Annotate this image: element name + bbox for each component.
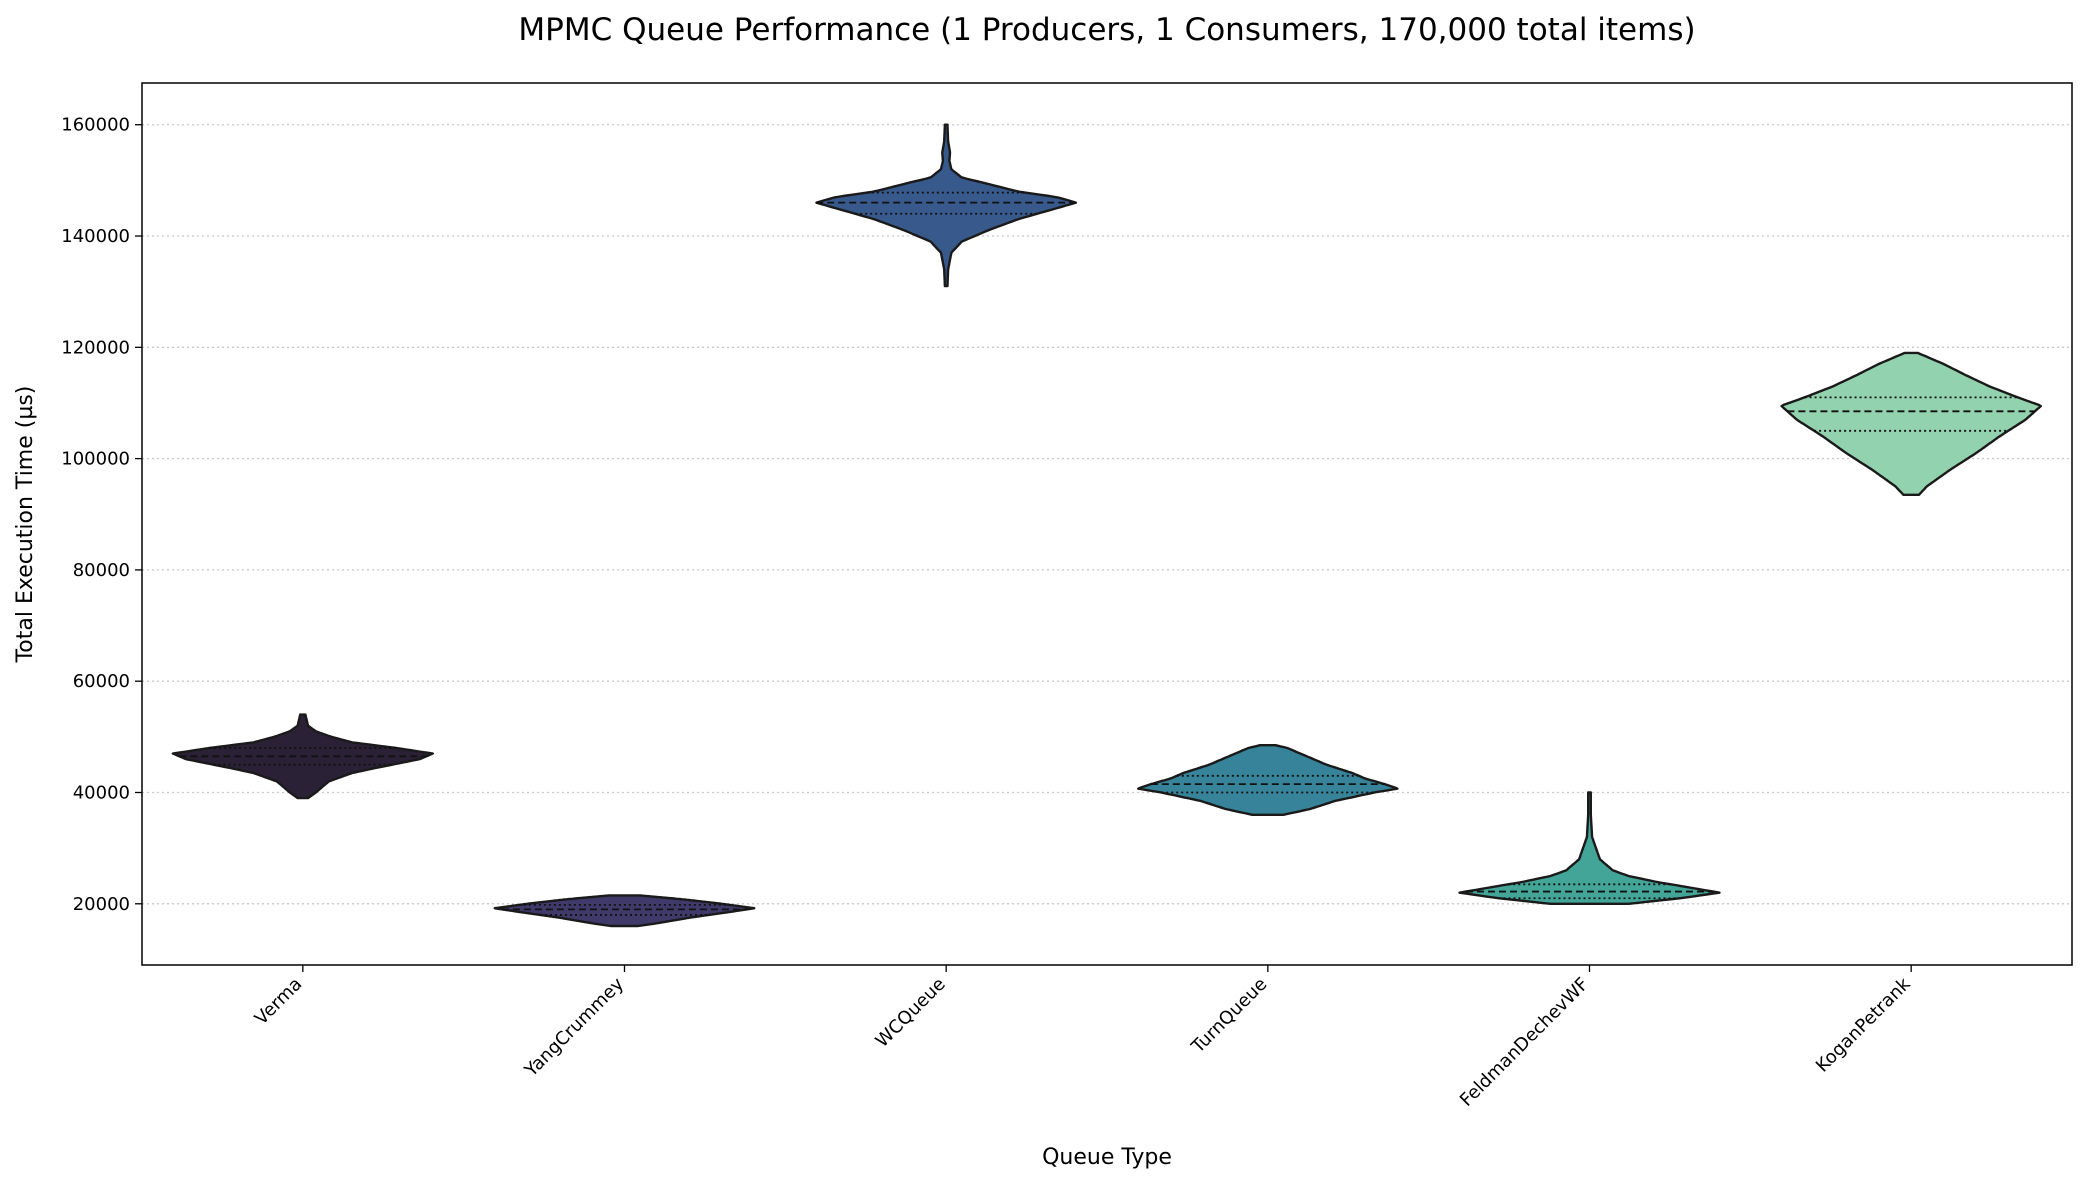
y-tick-label-80000: 80000 <box>73 560 130 581</box>
violin-KoganPetrank <box>1780 351 2042 496</box>
violin-body-YangCrummey <box>493 894 756 928</box>
y-axis: 20000 40000 60000 80000 100000 120000 140000 16… <box>61 115 142 915</box>
x-axis-label: Queue Type <box>1042 1145 1172 1170</box>
y-tick-label-140000: 140000 <box>61 226 130 247</box>
chart-title: MPMC Queue Performance (1 Producers, 1 C… <box>518 12 1695 48</box>
violin-body-KoganPetrank <box>1780 351 2042 496</box>
violin-YangCrummey <box>493 894 756 928</box>
plot-frame <box>141 82 2073 966</box>
violins <box>171 123 2042 928</box>
y-tick-label-100000: 100000 <box>61 449 130 470</box>
y-tick-label-160000: 160000 <box>61 115 130 136</box>
violin-WCQueue <box>815 123 1077 288</box>
violin-FeldmanDechevWF <box>1458 791 1721 905</box>
y-axis-label: Total Execution Time (µs) <box>13 386 38 664</box>
y-tick-label-60000: 60000 <box>73 671 130 692</box>
violin-body-WCQueue <box>815 123 1077 288</box>
violin-body-TurnQueue <box>1137 744 1399 816</box>
gridlines <box>142 124 2072 905</box>
violin-body-FeldmanDechevWF <box>1458 791 1721 905</box>
violin-TurnQueue <box>1137 744 1399 816</box>
violin-Verma <box>171 713 434 800</box>
y-tick-label-40000: 40000 <box>73 782 130 803</box>
y-tick-label-20000: 20000 <box>73 894 130 915</box>
y-tick-label-120000: 120000 <box>61 337 130 358</box>
